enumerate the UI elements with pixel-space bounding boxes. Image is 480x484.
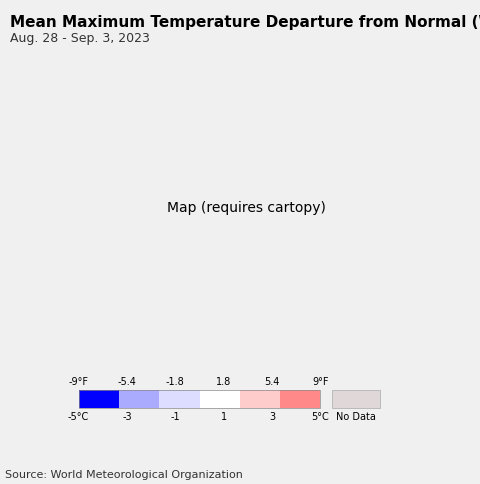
Text: -5°C: -5°C — [68, 411, 89, 421]
Polygon shape — [280, 390, 321, 408]
Text: 5°C: 5°C — [312, 411, 329, 421]
Text: -1.8: -1.8 — [166, 377, 185, 387]
Text: -5.4: -5.4 — [118, 377, 136, 387]
Polygon shape — [332, 390, 380, 408]
Text: 1: 1 — [221, 411, 227, 421]
Text: Source: World Meteorological Organization: Source: World Meteorological Organizatio… — [5, 469, 243, 479]
Text: Map (requires cartopy): Map (requires cartopy) — [167, 200, 325, 214]
Polygon shape — [240, 390, 280, 408]
Text: -3: -3 — [122, 411, 132, 421]
Text: Aug. 28 - Sep. 3, 2023: Aug. 28 - Sep. 3, 2023 — [10, 31, 149, 45]
Polygon shape — [159, 390, 200, 408]
Text: 1.8: 1.8 — [216, 377, 231, 387]
Text: 5.4: 5.4 — [264, 377, 280, 387]
Polygon shape — [119, 390, 159, 408]
Text: -1: -1 — [170, 411, 180, 421]
Text: Mean Maximum Temperature Departure from Normal (WMO): Mean Maximum Temperature Departure from … — [10, 15, 480, 30]
Text: -9°F: -9°F — [69, 377, 89, 387]
Text: 9°F: 9°F — [312, 377, 329, 387]
Text: No Data: No Data — [336, 411, 376, 421]
Polygon shape — [79, 390, 119, 408]
Text: 3: 3 — [269, 411, 275, 421]
Polygon shape — [200, 390, 240, 408]
